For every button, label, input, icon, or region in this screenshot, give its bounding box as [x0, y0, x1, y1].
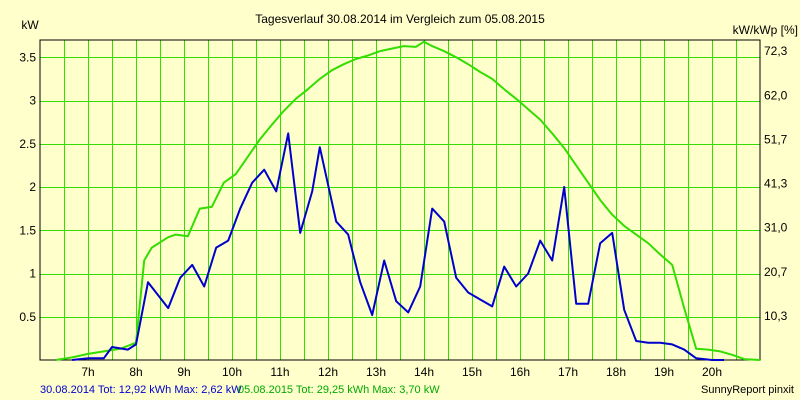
y-tick-label-right: 31,0	[764, 221, 788, 235]
x-tick-label: 7h	[81, 365, 94, 379]
plot-frame	[39, 39, 761, 361]
footer-2014-summary: 30.08.2014 Tot: 12,92 kWh Max: 2,62 kW	[40, 384, 242, 396]
x-tick-label: 17h	[558, 365, 578, 379]
y-tick-label-right: 20,7	[764, 265, 788, 279]
x-tick-label: 16h	[510, 365, 530, 379]
grid-layer	[40, 40, 760, 360]
x-tick-label: 12h	[318, 365, 338, 379]
footer-2015-summary: 05.08.2015 Tot: 29,25 kWh Max: 3,70 kW	[238, 384, 440, 396]
series-line-2015	[55, 40, 761, 361]
y-axis-right-label: kW/kWp [%]	[733, 23, 798, 37]
x-tick-label: 14h	[414, 365, 434, 379]
y-tick-label-right: 72,3	[764, 44, 788, 58]
x-tick-label: 8h	[129, 365, 142, 379]
x-tick-label: 9h	[177, 365, 190, 379]
y-tick-label-left: 0.5	[19, 310, 36, 324]
chart-title: Tagesverlauf 30.08.2014 im Vergleich zum…	[255, 12, 545, 26]
y-tick-label-left: 3	[29, 94, 36, 108]
series-line-2014	[72, 132, 724, 361]
x-tick-label: 10h	[222, 365, 242, 379]
x-tick-label: 20h	[702, 365, 722, 379]
x-tick-label: 15h	[462, 365, 482, 379]
x-tick-label: 13h	[366, 365, 386, 379]
y-tick-label-right: 62,0	[764, 88, 788, 102]
series-layer	[55, 40, 761, 361]
y-tick-label-left: 1	[29, 267, 36, 281]
tick-layer: 7h 8h 9h 10h 11h 12h 13h 14h 15h 16h 17h 18h 19h 20h 0…	[19, 44, 787, 379]
y-tick-label-right: 41,3	[764, 177, 788, 191]
x-tick-label: 19h	[654, 365, 674, 379]
y-tick-label-right: 10,3	[764, 309, 788, 323]
y-tick-label-left: 1.5	[19, 223, 36, 237]
y-tick-label-left: 3.5	[19, 50, 36, 64]
y-axis-left-label: kW	[21, 18, 39, 32]
x-tick-label: 11h	[270, 365, 289, 379]
y-tick-label-right: 51,7	[764, 132, 788, 146]
y-tick-label-left: 2	[29, 180, 36, 194]
x-tick-label: 18h	[606, 365, 626, 379]
y-tick-label-left: 2.5	[19, 137, 36, 151]
footer-credit: SunnyReport pinxit	[701, 384, 794, 396]
